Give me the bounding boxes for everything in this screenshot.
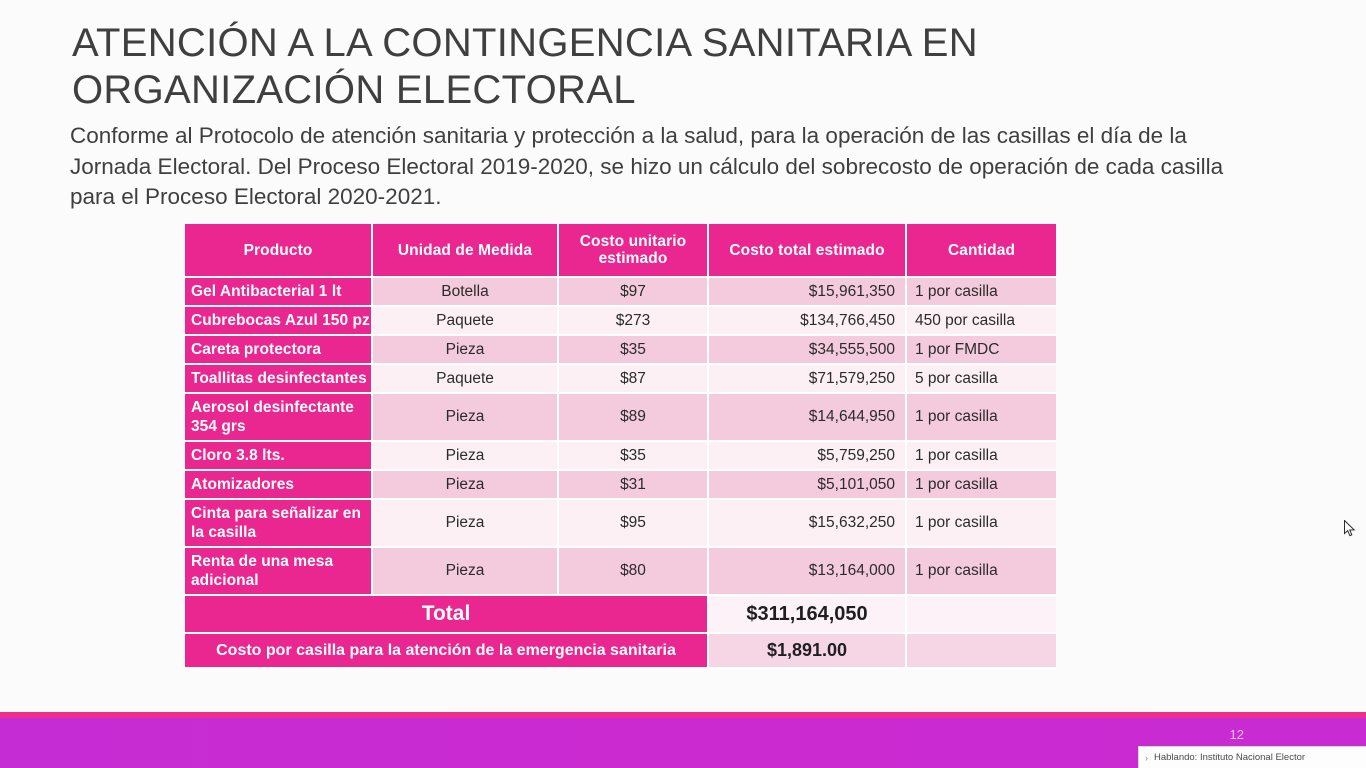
per-casilla-value: $1,891.00: [709, 634, 907, 669]
cell-producto: Cinta para señalizar en la casilla: [185, 500, 373, 548]
page-number: 12: [1229, 727, 1244, 742]
per-casilla-blank-cell: [907, 634, 1056, 669]
column-header-unidad: Unidad de Medida: [373, 224, 559, 278]
table-row: Renta de una mesa adicional Pieza $80 $1…: [185, 548, 1056, 596]
table-per-casilla-row: Costo por casilla para la atención de la…: [185, 634, 1056, 669]
cell-unidad: Pieza: [373, 471, 559, 500]
cell-costo-total: $134,766,450: [709, 307, 907, 336]
cell-cantidad: 450 por casilla: [907, 307, 1056, 336]
cost-table: Producto Unidad de Medida Costo unitario…: [185, 224, 1056, 669]
cell-unidad: Pieza: [373, 336, 559, 365]
table-body: Gel Antibacterial 1 lt Botella $97 $15,9…: [185, 278, 1056, 669]
cost-table-container: Producto Unidad de Medida Costo unitario…: [185, 224, 1056, 669]
cell-costo-total: $5,101,050: [709, 471, 907, 500]
cell-costo-total: $5,759,250: [709, 442, 907, 471]
cell-producto: Aerosol desinfectante 354 grs: [185, 394, 373, 442]
cell-cantidad: 1 por casilla: [907, 471, 1056, 500]
per-casilla-label: Costo por casilla para la atención de la…: [185, 634, 709, 669]
cell-producto: Gel Antibacterial 1 lt: [185, 278, 373, 307]
total-blank-cell: [907, 596, 1056, 634]
cell-costo-total: $15,961,350: [709, 278, 907, 307]
footer-accent-stripe: [0, 712, 1366, 718]
table-header: Producto Unidad de Medida Costo unitario…: [185, 224, 1056, 278]
table-row: Cinta para señalizar en la casilla Pieza…: [185, 500, 1056, 548]
cell-cantidad: 1 por casilla: [907, 548, 1056, 596]
table-header-row: Producto Unidad de Medida Costo unitario…: [185, 224, 1056, 278]
cell-costo-total: $71,579,250: [709, 365, 907, 394]
cell-costo-total: $15,632,250: [709, 500, 907, 548]
cell-producto: Atomizadores: [185, 471, 373, 500]
cell-unidad: Pieza: [373, 548, 559, 596]
cell-cantidad: 5 por casilla: [907, 365, 1056, 394]
column-header-producto: Producto: [185, 224, 373, 278]
cell-producto: Renta de una mesa adicional: [185, 548, 373, 596]
cell-costo-unitario: $273: [559, 307, 709, 336]
cell-producto: Cloro 3.8 lts.: [185, 442, 373, 471]
cell-costo-unitario: $95: [559, 500, 709, 548]
cell-cantidad: 1 por casilla: [907, 500, 1056, 548]
cell-unidad: Pieza: [373, 500, 559, 548]
cell-costo-unitario: $97: [559, 278, 709, 307]
cell-cantidad: 1 por FMDC: [907, 336, 1056, 365]
cell-unidad: Pieza: [373, 442, 559, 471]
cell-unidad: Paquete: [373, 307, 559, 336]
active-speaker-label: Hablando: Instituto Nacional Elector: [1154, 752, 1306, 763]
total-label: Total: [185, 596, 709, 634]
cell-producto: Careta protectora: [185, 336, 373, 365]
chevron-right-icon[interactable]: ›: [1145, 752, 1148, 763]
table-row: Cloro 3.8 lts. Pieza $35 $5,759,250 1 po…: [185, 442, 1056, 471]
cell-costo-unitario: $35: [559, 442, 709, 471]
slide-title: ATENCIÓN A LA CONTINGENCIA SANITARIA EN …: [72, 21, 978, 112]
column-header-costo-unitario: Costo unitario estimado: [559, 224, 709, 278]
cell-unidad: Pieza: [373, 394, 559, 442]
cell-producto: Toallitas desinfectantes: [185, 365, 373, 394]
cell-costo-total: $34,555,500: [709, 336, 907, 365]
cell-costo-unitario: $80: [559, 548, 709, 596]
cell-costo-unitario: $31: [559, 471, 709, 500]
table-total-row: Total $311,164,050: [185, 596, 1056, 634]
cell-unidad: Paquete: [373, 365, 559, 394]
cell-cantidad: 1 por casilla: [907, 394, 1056, 442]
cell-cantidad: 1 por casilla: [907, 278, 1056, 307]
cell-costo-total: $13,164,000: [709, 548, 907, 596]
cell-costo-unitario: $89: [559, 394, 709, 442]
table-row: Cubrebocas Azul 150 pz Paquete $273 $134…: [185, 307, 1056, 336]
cell-cantidad: 1 por casilla: [907, 442, 1056, 471]
table-row: Gel Antibacterial 1 lt Botella $97 $15,9…: [185, 278, 1056, 307]
total-value: $311,164,050: [709, 596, 907, 634]
cell-unidad: Botella: [373, 278, 559, 307]
cell-producto: Cubrebocas Azul 150 pz: [185, 307, 373, 336]
slide-body-text: Conforme al Protocolo de atención sanita…: [70, 123, 1224, 209]
table-row: Atomizadores Pieza $31 $5,101,050 1 por …: [185, 471, 1056, 500]
table-row: Careta protectora Pieza $35 $34,555,500 …: [185, 336, 1056, 365]
cell-costo-unitario: $35: [559, 336, 709, 365]
table-row: Aerosol desinfectante 354 grs Pieza $89 …: [185, 394, 1056, 442]
column-header-costo-total: Costo total estimado: [709, 224, 907, 278]
cell-costo-unitario: $87: [559, 365, 709, 394]
cell-costo-total: $14,644,950: [709, 394, 907, 442]
active-speaker-toast[interactable]: › Hablando: Instituto Nacional Elector: [1138, 746, 1366, 768]
table-row: Toallitas desinfectantes Paquete $87 $71…: [185, 365, 1056, 394]
column-header-cantidad: Cantidad: [907, 224, 1056, 278]
